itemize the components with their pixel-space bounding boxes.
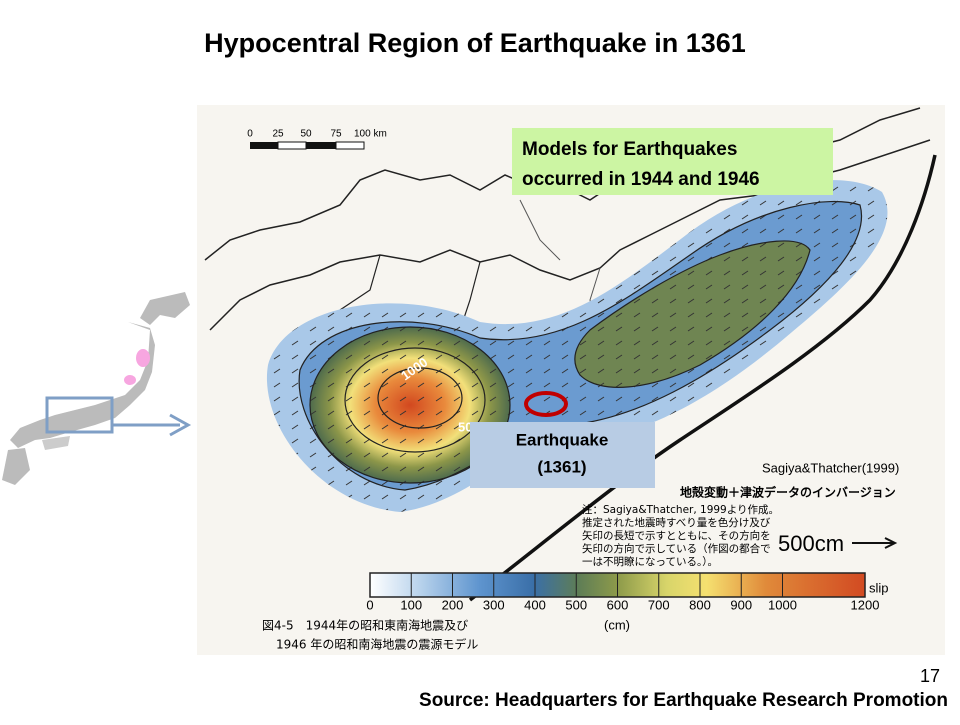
scale-label: 25 bbox=[272, 129, 284, 140]
colorbar-tick-label: 400 bbox=[524, 597, 546, 612]
note-line: 推定された地震時すべり量を色分け及び bbox=[582, 516, 771, 529]
models-box bbox=[512, 128, 833, 195]
colorbar-tick-label: 900 bbox=[730, 597, 752, 612]
slide-title: Hypocentral Region of Earthquake in 1361 bbox=[204, 28, 746, 58]
earthquake-marker bbox=[524, 391, 568, 417]
note-line: 矢印の方向で示している（作図の都合で bbox=[582, 542, 771, 555]
colorbar-tick-label: 800 bbox=[689, 597, 711, 612]
page-number: 17 bbox=[920, 666, 940, 686]
colorbar-tick-label: 600 bbox=[607, 597, 629, 612]
colorbar-tick-label: 0 bbox=[366, 597, 373, 612]
colorbar-label: slip bbox=[869, 580, 889, 595]
source: Source: Headquarters for Earthquake Rese… bbox=[419, 690, 948, 711]
colorbar-tick-label: 700 bbox=[648, 597, 670, 612]
earthquake-text: Earthquake bbox=[516, 430, 609, 449]
note-line: 注：Sagiya&Thatcher, 1999より作成。 bbox=[582, 503, 779, 516]
caption: 1946 年の昭和南海地震の震源モデル bbox=[276, 637, 478, 652]
slip-map: 1000 500 0 25 50 75 100 km Models for Ea… bbox=[197, 105, 945, 655]
note-line: 矢印の長短で示すとともに、その方向を bbox=[582, 529, 771, 542]
scale-label: 50 bbox=[300, 129, 312, 140]
colorbar-tick-label: 1000 bbox=[768, 597, 797, 612]
credit: Sagiya&Thatcher(1999) bbox=[762, 460, 899, 475]
scale-label: 0 bbox=[247, 129, 253, 140]
japan-inset bbox=[2, 292, 192, 485]
scale-label: 100 km bbox=[354, 129, 387, 140]
colorbar-unit: (cm) bbox=[604, 617, 630, 632]
notes: 注：Sagiya&Thatcher, 1999より作成。推定された地震時すべり量… bbox=[582, 503, 779, 568]
note-line: 一は不明瞭になっている。）。 bbox=[582, 555, 718, 568]
method: 地殻変動＋津波データのインバージョン bbox=[680, 485, 896, 500]
earthquake-text: (1361) bbox=[537, 457, 586, 476]
earthquake-box bbox=[470, 422, 655, 488]
colorbar-ticks: 0 100 200 300 400 500 600 700 800 900 1000 1200 bbox=[366, 573, 879, 612]
scale-label: 75 bbox=[330, 129, 342, 140]
colorbar-tick-label: 200 bbox=[442, 597, 464, 612]
colorbar-tick-label: 1200 bbox=[851, 597, 880, 612]
colorbar-tick-label: 100 bbox=[400, 597, 422, 612]
colorbar-tick-label: 500 bbox=[565, 597, 587, 612]
models-text: Models for Earthquakes bbox=[522, 139, 737, 160]
scale-bar: 0 25 50 75 100 km bbox=[247, 129, 387, 150]
models-text: occurred in 1944 and 1946 bbox=[522, 169, 760, 190]
colorbar-tick-label: 300 bbox=[483, 597, 505, 612]
arrow-scale: 500cm bbox=[778, 531, 844, 556]
caption: 図4-5 1944年の昭和東南海地震及び bbox=[262, 618, 468, 633]
